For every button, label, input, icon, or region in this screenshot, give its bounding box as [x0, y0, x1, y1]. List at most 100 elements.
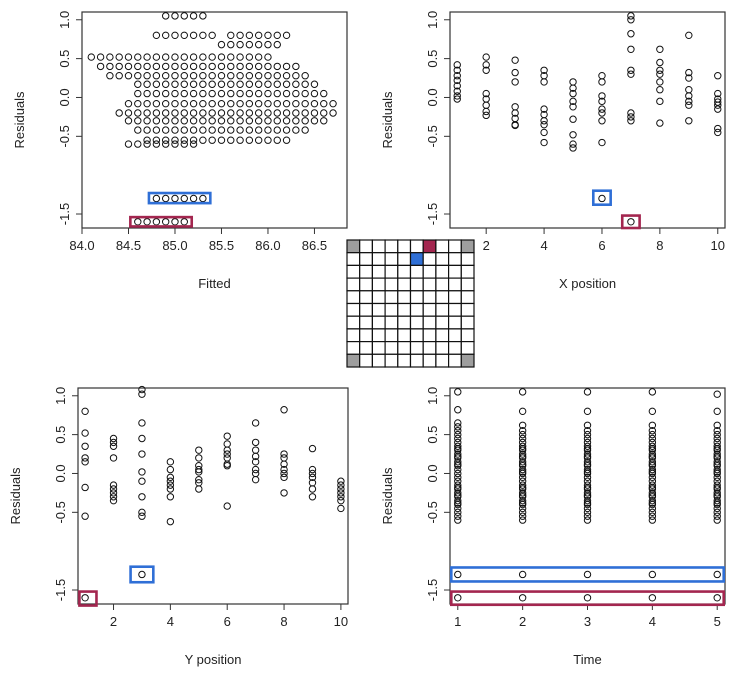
data-point	[81, 454, 89, 462]
data-point	[143, 53, 151, 61]
grid-cell	[346, 277, 361, 292]
x-tick-label: 2	[110, 614, 117, 629]
data-point	[81, 483, 89, 492]
data-point	[282, 72, 291, 80]
x-tick-label: 10	[334, 614, 348, 629]
data-point	[161, 109, 170, 117]
data-point	[648, 491, 657, 499]
data-point	[227, 136, 235, 144]
data-point	[227, 80, 235, 88]
highlight-box-red	[620, 214, 641, 230]
data-point	[223, 446, 231, 454]
data-point	[518, 504, 527, 513]
data-point	[217, 80, 226, 88]
data-point	[217, 62, 226, 71]
data-point	[583, 442, 592, 450]
data-point	[518, 407, 527, 416]
data-point	[199, 194, 207, 203]
data-point	[264, 136, 272, 144]
data-point	[166, 481, 175, 489]
data-point	[251, 475, 260, 484]
data-point	[189, 194, 198, 203]
data-point	[195, 465, 203, 474]
data-point	[273, 99, 281, 108]
grid-cell	[460, 302, 475, 317]
data-point	[482, 111, 490, 120]
data-point	[648, 516, 657, 524]
data-point	[217, 89, 226, 98]
grid-cell	[435, 328, 450, 343]
data-point	[518, 483, 527, 492]
data-point	[482, 101, 490, 109]
data-point	[254, 80, 263, 88]
grid-cell	[371, 277, 386, 292]
data-point	[180, 136, 188, 144]
data-point	[648, 421, 657, 429]
data-point	[245, 89, 254, 98]
data-point	[648, 465, 657, 474]
data-point	[518, 496, 527, 505]
y-tick-label: -0.5	[53, 501, 68, 523]
data-point	[180, 117, 188, 125]
data-point	[540, 66, 548, 74]
grid-cell	[422, 277, 437, 292]
grid-diagram	[346, 239, 475, 368]
data-point	[518, 499, 527, 507]
grid-cell	[346, 315, 361, 330]
data-point	[583, 516, 592, 524]
data-point	[217, 126, 226, 134]
data-point	[511, 109, 519, 117]
data-point	[180, 218, 188, 226]
y-tick-label: -1.5	[425, 579, 440, 601]
data-point	[236, 136, 244, 144]
grid-cell	[448, 252, 462, 266]
grid-cell	[397, 252, 412, 266]
grid-cell	[371, 252, 386, 266]
y-tick-label: 0.0	[53, 464, 68, 482]
data-point	[264, 72, 272, 80]
plot-frame	[81, 11, 348, 229]
data-point	[109, 493, 118, 501]
grid-cell	[422, 252, 437, 266]
data-point	[236, 31, 244, 40]
data-point	[152, 140, 161, 148]
y-tick-label: 1.0	[425, 11, 440, 29]
data-point	[583, 407, 592, 416]
data-point	[518, 450, 527, 458]
data-point	[171, 53, 179, 61]
data-point	[81, 458, 89, 466]
plot-frame	[449, 11, 726, 229]
data-point	[583, 452, 592, 461]
data-point	[583, 489, 592, 497]
data-point	[627, 218, 635, 226]
data-point	[648, 570, 657, 579]
data-point	[583, 460, 592, 468]
data-point	[301, 72, 309, 80]
grid-cell	[384, 239, 399, 254]
data-point	[195, 485, 203, 493]
data-point	[138, 385, 146, 394]
data-point	[569, 131, 577, 139]
data-point	[453, 72, 461, 80]
data-point	[713, 481, 721, 489]
data-point	[227, 72, 235, 80]
data-point	[569, 144, 577, 152]
data-point	[245, 31, 254, 40]
data-point	[648, 442, 657, 450]
data-point	[540, 105, 548, 113]
grid-cell	[409, 353, 424, 368]
data-point	[199, 99, 207, 108]
data-point	[656, 85, 664, 94]
data-point	[171, 80, 179, 88]
data-point	[152, 62, 161, 71]
data-point	[143, 140, 151, 148]
data-point	[143, 89, 151, 98]
grid-cell	[435, 341, 450, 355]
data-point	[454, 469, 462, 478]
data-point	[454, 465, 462, 474]
data-point	[171, 140, 179, 148]
data-point	[236, 99, 244, 108]
grid-cell	[448, 277, 462, 292]
data-point	[292, 126, 300, 134]
data-point	[199, 136, 207, 144]
